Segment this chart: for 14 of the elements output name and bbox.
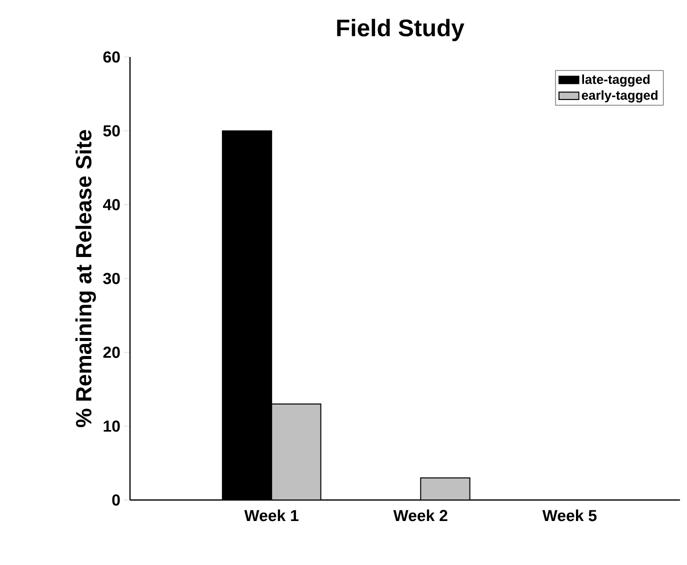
- x-tick-label: Week 2: [393, 510, 448, 522]
- y-tick-label: 60: [103, 51, 120, 63]
- x-tick-label: Week 1: [244, 510, 298, 522]
- y-tick-label: 20: [103, 346, 120, 358]
- legend-label: early-tagged: [582, 90, 658, 102]
- y-tick-label: 10: [104, 420, 120, 432]
- y-tick-label: 50: [103, 125, 120, 136]
- chart-title: Field Study: [337, 18, 464, 42]
- y-axis-title: % Remaining at Release Site: [75, 130, 96, 428]
- y-tick-label: 40: [102, 199, 120, 210]
- y-tick-label: 0: [112, 494, 120, 506]
- legend-label: late-tagged: [582, 74, 650, 87]
- y-tick-label: 30: [103, 272, 120, 284]
- x-tick-label: Week 5: [542, 510, 597, 522]
